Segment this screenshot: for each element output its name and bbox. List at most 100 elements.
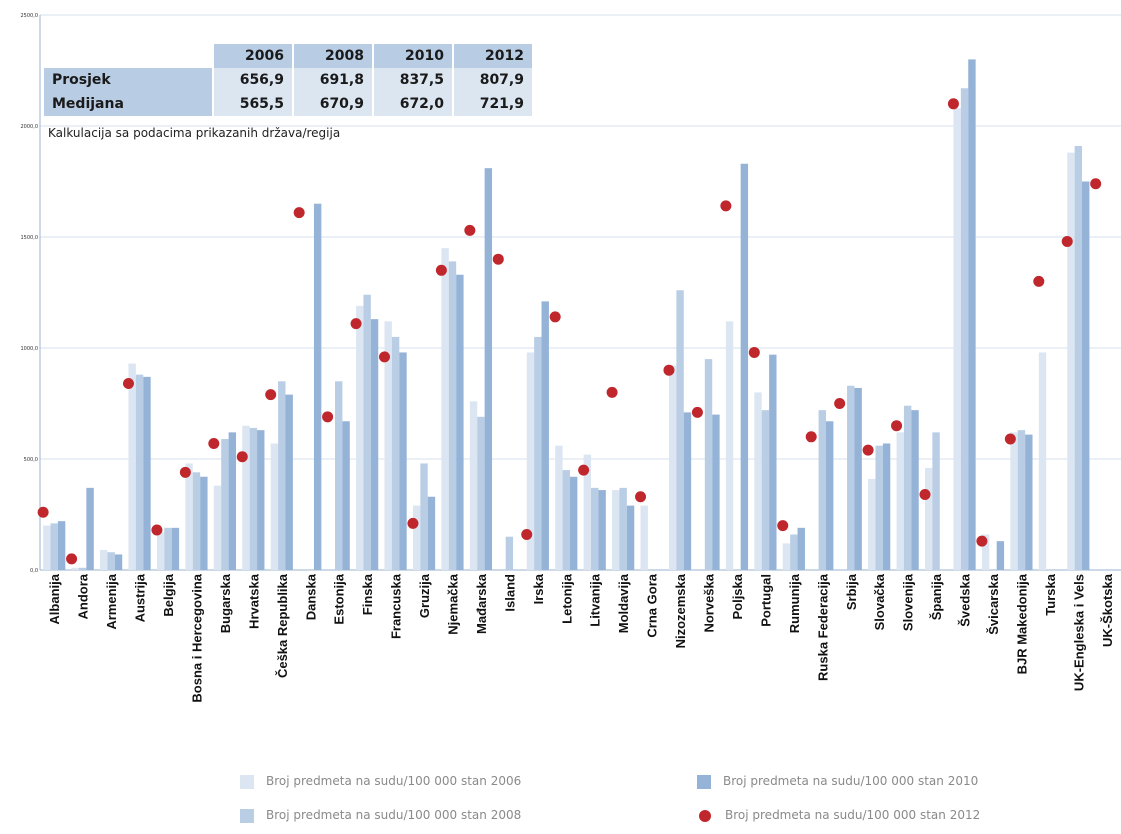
grid-lines	[39, 14, 1121, 571]
bar	[555, 445, 563, 570]
summary-row-mean: Prosjek 656,9 691,8 837,5 807,9	[44, 68, 532, 92]
bar	[640, 505, 648, 570]
bar	[114, 554, 123, 570]
legend-swatch	[697, 774, 711, 789]
bar	[200, 476, 208, 570]
bar	[619, 487, 627, 570]
summary-header-blank	[44, 44, 213, 68]
bar	[1067, 152, 1075, 570]
marker-point	[407, 517, 419, 529]
bar	[569, 476, 578, 570]
bar	[484, 168, 493, 570]
bar	[847, 385, 855, 570]
bar	[135, 374, 144, 570]
legend-label: Broj predmeta na sudu/100 000 stan 2008	[266, 808, 522, 822]
marker-point	[66, 553, 78, 565]
bar	[960, 88, 969, 570]
bar	[612, 490, 620, 570]
legend-dot	[699, 809, 711, 822]
legend-label: Broj predmeta na sudu/100 000 stan 2010	[723, 774, 979, 788]
marker-point	[919, 489, 931, 501]
bar	[769, 354, 777, 570]
legend-label: Broj predmeta na sudu/100 000 stan 2012	[725, 808, 981, 822]
x-tick-label: Litvanija	[588, 573, 603, 627]
y-tick-label: 1500,0	[21, 235, 39, 241]
x-tick-label: Albanija	[47, 573, 62, 624]
y-tick-label: 500,0	[24, 457, 38, 463]
y-tick-label: 0,0	[30, 568, 38, 574]
marker-point	[1033, 275, 1045, 287]
x-tick-label: Slovenija	[901, 573, 916, 631]
bar	[882, 443, 891, 570]
marker-point	[805, 431, 817, 443]
bar	[925, 467, 933, 570]
bar-series	[43, 59, 1090, 571]
legend-swatch	[240, 774, 254, 789]
bar	[164, 527, 172, 570]
bar	[526, 352, 535, 570]
legend-item-2012: Broj predmeta na sudu/100 000 stan 2012	[699, 808, 980, 822]
x-tick-labels: Albanija Andora Armenija Austrija Belgija Bos…	[47, 573, 1115, 702]
summary-cell: 837,5	[372, 68, 453, 92]
bar	[818, 410, 826, 570]
bar	[541, 301, 549, 570]
x-tick-label: Moldavija	[616, 573, 631, 633]
marker-point	[720, 200, 732, 212]
marker-point	[37, 506, 49, 518]
bar	[71, 567, 79, 570]
summary-cell: 807,9	[452, 68, 532, 92]
bar	[278, 381, 286, 570]
summary-row-label: Medijana	[44, 92, 213, 116]
bar	[598, 490, 606, 570]
legend-item-2008: Broj predmeta na sudu/100 000 stan 2008	[240, 808, 521, 823]
x-tick-label: Bugarska	[218, 573, 233, 633]
x-tick-label: Švicarska	[986, 573, 1001, 634]
bar	[448, 261, 457, 570]
x-tick-label: Hrvatska	[246, 573, 261, 629]
x-tick-label: Letonija	[559, 573, 574, 624]
x-tick-label: Mađarska	[474, 573, 489, 634]
bar	[505, 536, 514, 570]
bar	[911, 410, 919, 570]
summary-cell: 656,9	[212, 68, 293, 92]
marker-point	[691, 406, 703, 418]
x-tick-label: Turska	[1043, 573, 1058, 615]
x-tick-label: Finska	[360, 573, 375, 615]
bar	[335, 381, 343, 570]
x-tick-label: Austrija	[133, 573, 148, 622]
bar	[185, 463, 193, 570]
bar	[257, 430, 265, 570]
x-tick-label: BJR Makedonija	[1014, 573, 1029, 674]
bar	[896, 432, 904, 570]
marker-point	[976, 535, 988, 547]
bar	[441, 248, 449, 570]
bar	[78, 567, 87, 570]
bar	[583, 454, 592, 570]
bar	[676, 290, 684, 570]
marker-point	[464, 224, 476, 236]
bar	[477, 416, 485, 570]
bar	[782, 543, 791, 570]
bar	[107, 552, 115, 570]
bar	[712, 414, 720, 570]
bar	[242, 425, 250, 570]
bar	[456, 274, 464, 570]
marker-point	[293, 207, 305, 219]
bar	[391, 336, 400, 570]
marker-point	[179, 466, 191, 478]
marker-point	[265, 389, 277, 401]
bar	[50, 523, 58, 570]
x-tick-label: Poljska	[730, 573, 745, 619]
x-tick-label: Belgija	[161, 573, 176, 616]
marker-point	[236, 451, 248, 463]
marker-point	[549, 311, 561, 323]
summary-cell: 721,9	[452, 92, 532, 116]
bar	[740, 163, 749, 571]
bar	[854, 387, 862, 570]
bar	[399, 352, 407, 570]
bar	[356, 305, 364, 570]
marker-point	[748, 346, 760, 358]
marker-point	[777, 520, 789, 532]
bar	[826, 421, 834, 570]
bar	[128, 363, 136, 570]
